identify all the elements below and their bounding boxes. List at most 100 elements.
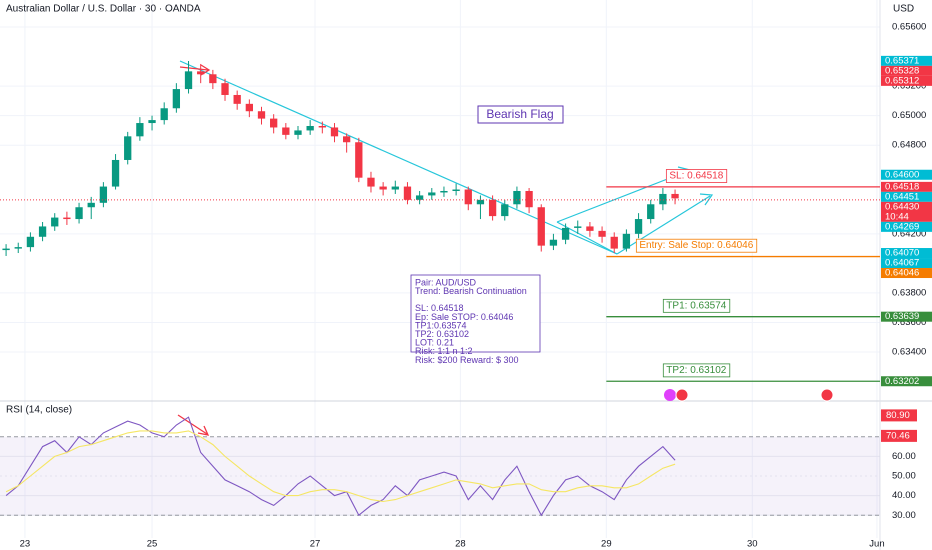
price-label-box: [881, 311, 932, 322]
price-label: 0.65312: [885, 75, 919, 86]
chart-title: Australian Dollar / U.S. Dollar · 30 · O…: [6, 4, 201, 15]
candle-body: [294, 130, 302, 135]
candle-body: [647, 204, 655, 220]
candle-body: [306, 125, 314, 131]
note-line: Trend: Bearish Continuation: [415, 286, 527, 296]
y-tick-label: 0.63600: [892, 317, 926, 328]
candle-body: [14, 247, 22, 249]
candle-body: [282, 127, 290, 135]
candle-body: [367, 177, 375, 187]
candle-body: [610, 236, 618, 249]
price-label: 0.64070: [885, 248, 919, 259]
arrow: [197, 425, 210, 436]
note-line: Ep: Sale STOP: 0.64046: [415, 312, 513, 322]
candle-body: [574, 226, 582, 228]
rsi-band: [0, 436, 880, 516]
y-tick-label: 50.00: [892, 471, 916, 482]
candle-body: [561, 227, 570, 240]
candle-body: [598, 230, 606, 237]
candle-body: [379, 186, 387, 190]
price-label: 0.64518: [885, 181, 919, 192]
candle-body: [111, 159, 120, 187]
candle-body: [26, 236, 35, 248]
note-line: SL: 0.64518: [415, 303, 464, 313]
price-label-box: [881, 201, 932, 222]
candle-body: [464, 189, 472, 205]
note-line: TP2: 0.63102: [415, 329, 469, 339]
candle-body: [184, 71, 193, 90]
candle-body: [671, 193, 679, 199]
candle-body: [659, 193, 667, 205]
candle-body: [270, 118, 278, 128]
price-label: 0.64269: [885, 221, 919, 232]
currency: USD: [893, 4, 914, 15]
price-label: 0.64067: [885, 258, 919, 269]
level-label: SL: 0.64518: [669, 170, 723, 181]
x-tick-label: 29: [601, 539, 612, 550]
price-label: 0.64430: [885, 201, 919, 212]
candle-body: [257, 111, 266, 119]
price-label: 0.63202: [885, 376, 919, 387]
candle-body: [99, 186, 108, 203]
level-label-box: [662, 298, 731, 313]
price-label-box: [881, 376, 932, 387]
y-tick-label: 0.65000: [892, 110, 926, 121]
candle-body: [355, 142, 363, 178]
level-label-box: [635, 238, 758, 253]
candle-body: [245, 103, 253, 112]
price-label: 0.64451: [885, 191, 919, 202]
candle-body: [51, 217, 59, 227]
y-tick-label: 30.00: [892, 510, 916, 521]
candle-body: [452, 189, 460, 191]
x-tick-label: 30: [747, 539, 758, 550]
candle-body: [476, 199, 485, 205]
note-box: [410, 274, 541, 353]
arrow: [179, 66, 209, 71]
flag-line: [556, 221, 618, 255]
candle-body: [148, 120, 156, 124]
candle-body: [549, 239, 558, 246]
rsi-label-box: [881, 409, 917, 422]
arrow: [177, 414, 208, 435]
candle-body: [197, 71, 205, 75]
note-line: Risk: 1:1 n 1:2: [415, 346, 473, 356]
candle-body: [124, 136, 132, 160]
candle-body: [403, 186, 412, 200]
x-tick-label: 28: [455, 539, 466, 550]
price-label-box: [881, 169, 932, 180]
rsi-title: RSI (14, close): [6, 405, 72, 416]
y-tick-label: 40.00: [892, 490, 916, 501]
candle-body: [415, 195, 424, 200]
y-tick-label: 0.63800: [892, 287, 926, 298]
price-label-box: [881, 191, 932, 202]
candle-body: [428, 192, 436, 196]
flag-line: [616, 195, 711, 255]
rsi-label: 80.90: [886, 410, 910, 421]
grid: [0, 0, 880, 538]
y-tick-label: 0.65200: [892, 81, 926, 92]
price-label: 0.64600: [885, 169, 919, 180]
price-label-box: [881, 248, 932, 259]
price-label-time: 10:44: [885, 211, 909, 222]
candle-body: [537, 207, 545, 246]
note-line: TP1:0.63574: [415, 320, 467, 330]
x-tick-label: 25: [147, 539, 158, 550]
candle-body: [622, 233, 631, 249]
price-label-box: [881, 65, 932, 76]
candle-body: [63, 217, 71, 220]
candle-body: [586, 226, 594, 231]
x-tick-label: 27: [310, 539, 321, 550]
x-tick-label: 23: [20, 539, 31, 550]
candle-body: [634, 219, 643, 234]
price-label-box: [881, 268, 932, 279]
note-line: Pair: AUD/USD: [415, 277, 477, 287]
price-label: 0.65371: [885, 55, 919, 66]
candle-body: [209, 74, 217, 84]
y-tick-label: 60.00: [892, 451, 916, 462]
candle-body: [525, 190, 533, 208]
candle-body: [221, 83, 229, 95]
candle-body: [233, 94, 241, 104]
rsi-line: [5, 430, 676, 503]
